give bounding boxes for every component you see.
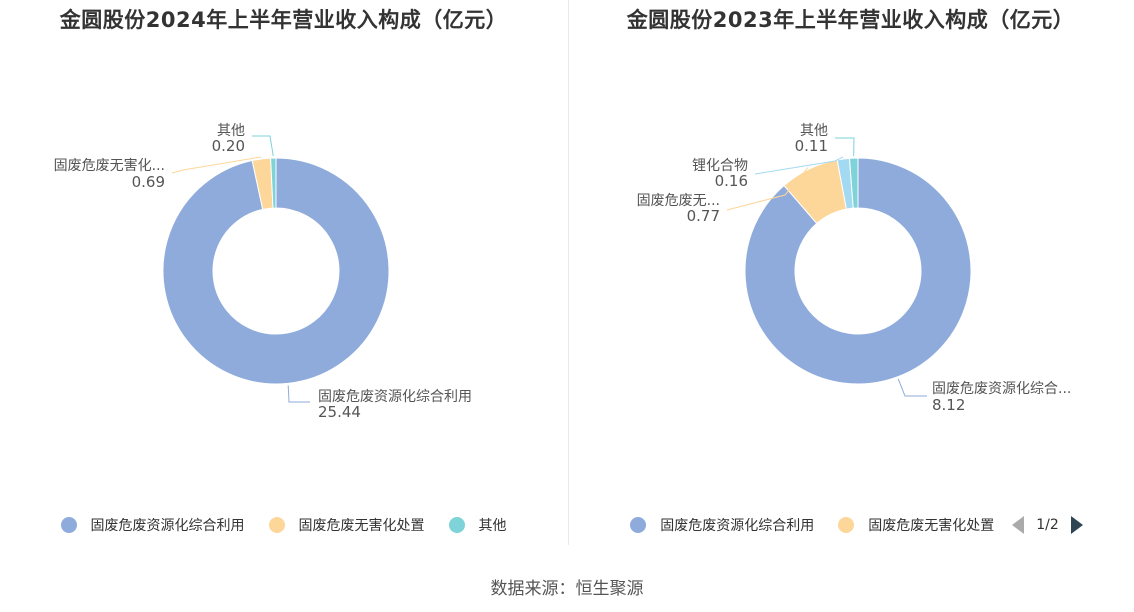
leader-line (171, 156, 262, 174)
slice-value-label: 8.12 (932, 396, 965, 414)
legend-label: 固废危废无害化处置 (298, 518, 425, 534)
slice-name-label: 其他 (800, 123, 828, 139)
legend-item-resource-utilization[interactable]: 固废危废资源化综合利用 (630, 515, 814, 535)
legend-dot (268, 517, 285, 533)
legend-label: 其他 (478, 518, 507, 534)
slice-name-label: 其他 (217, 123, 245, 139)
leader-line (835, 137, 855, 157)
legend-dot (448, 517, 465, 533)
slice-name-label: 锂化合物 (692, 158, 748, 174)
slice-name-label: 固废危废无... (637, 193, 720, 209)
legend-pager: 1/2 (1012, 516, 1083, 534)
pie-slice-slice-d[interactable] (848, 157, 859, 209)
chart-title: 金圆股份2024年上半年营业收入构成（亿元） (59, 8, 508, 32)
chart-panel-2023: 金圆股份2023年上半年营业收入构成（亿元） 固废危废资源化综合... 8.12 固… (567, 0, 1134, 550)
slice-value-label: 0.20 (212, 137, 245, 155)
leader-line (287, 385, 310, 403)
legend-prev-page-icon[interactable] (1012, 516, 1025, 534)
slice-value-label: 25.44 (318, 403, 361, 421)
legend-page-indicator: 1/2 (1036, 517, 1059, 533)
slice-value-label: 0.69 (132, 173, 165, 191)
legend-item-other[interactable]: 其他 (448, 515, 507, 535)
legend-dot (630, 517, 647, 533)
legend: 固废危废资源化综合利用 固废危废无害化处置 1/2 (567, 511, 1134, 539)
slice-name-label: 固废危废无害化... (54, 158, 165, 174)
legend-dot (60, 517, 77, 533)
leader-line (897, 378, 927, 397)
pie-slice-slice-a[interactable] (744, 157, 972, 385)
legend: 固废危废资源化综合利用 固废危废无害化处置 其他 (0, 511, 567, 539)
legend-label: 固废危废资源化综合利用 (660, 518, 815, 534)
slice-value-label: 0.11 (795, 137, 828, 155)
chart-title: 金圆股份2023年上半年营业收入构成（亿元） (626, 8, 1075, 32)
legend-label: 固废危废无害化处置 (868, 518, 995, 534)
legend-label: 固废危废资源化综合利用 (90, 518, 245, 534)
slice-value-label: 0.77 (687, 207, 720, 225)
pie-slice-slice-a[interactable] (162, 157, 390, 385)
legend-item-harmless-disposal[interactable]: 固废危废无害化处置 (838, 515, 994, 535)
chart-panel-2024: 金圆股份2024年上半年营业收入构成（亿元） 固废危废资源化综合利用 25.44 固… (0, 0, 567, 550)
leader-line (726, 167, 809, 211)
leader-line (252, 135, 274, 157)
data-source-note: 数据来源：恒生聚源 (490, 579, 644, 599)
slice-name-label: 固废危废资源化综合... (932, 381, 1071, 397)
panel-divider (568, 0, 569, 545)
legend-next-page-icon[interactable] (1070, 516, 1083, 534)
slice-name-label: 固废危废资源化综合利用 (318, 389, 472, 405)
leader-line (754, 156, 844, 175)
slice-value-label: 0.16 (715, 172, 748, 190)
legend-dot (838, 517, 855, 533)
legend-item-resource-utilization[interactable]: 固废危废资源化综合利用 (60, 515, 245, 535)
legend-item-harmless-disposal[interactable]: 固废危废无害化处置 (268, 515, 425, 535)
pie-slice-slice-c[interactable] (270, 157, 277, 209)
